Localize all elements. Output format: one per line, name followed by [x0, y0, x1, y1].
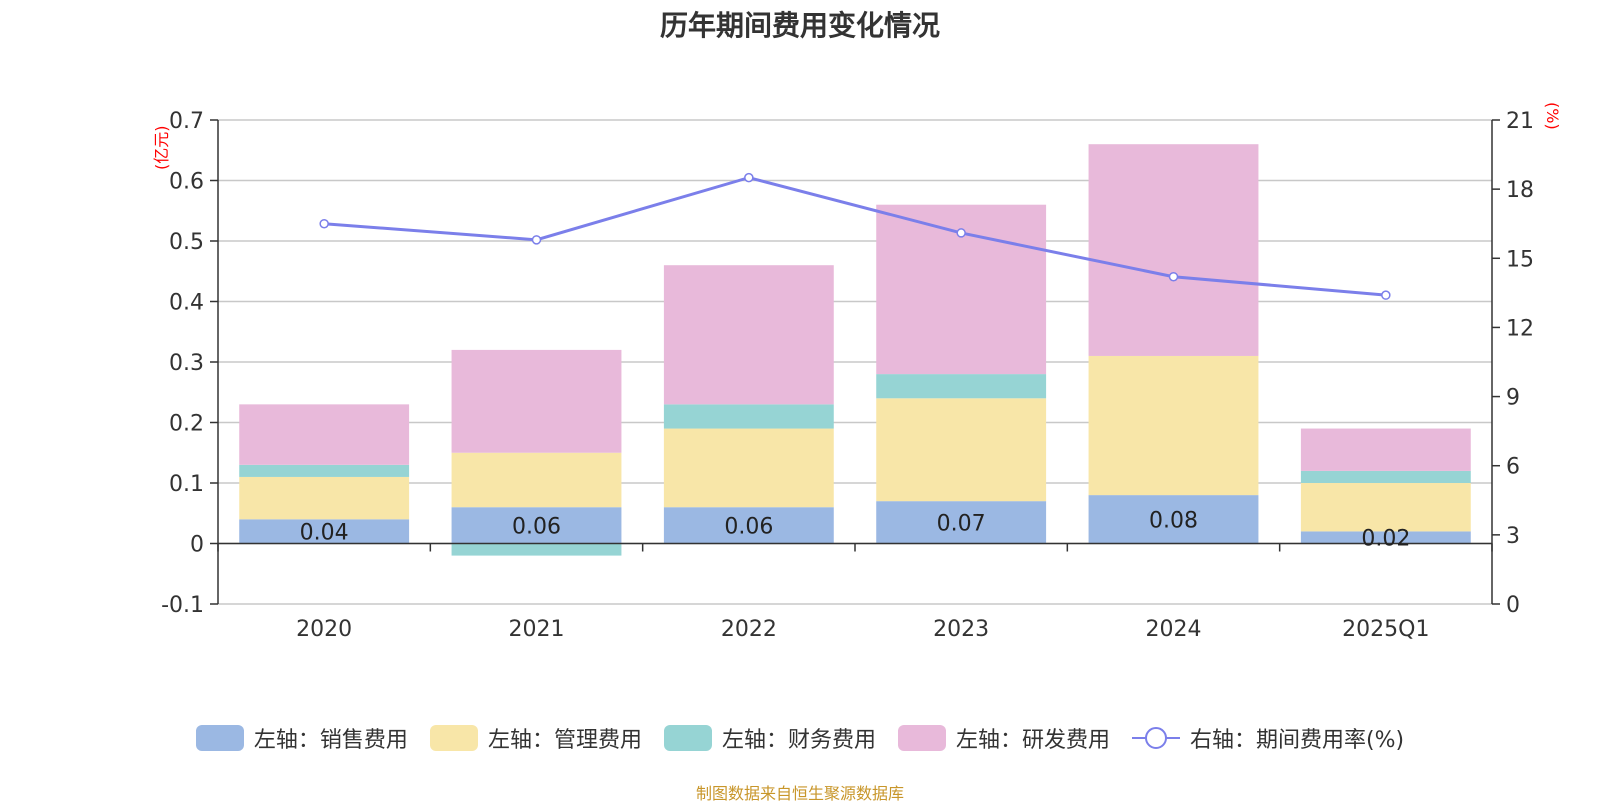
bar-data-label: 0.06: [724, 514, 773, 539]
legend-swatch-rnd: [897, 725, 946, 751]
category-label: 2025Q1: [1342, 617, 1429, 642]
bars-layer: [239, 144, 1471, 556]
bar-segment: [1088, 355, 1259, 496]
legend-label-rate: 右轴：期间费用率(%): [1189, 728, 1405, 753]
bar-segment: [451, 452, 622, 508]
rate-point: [744, 172, 754, 183]
right-tick-label: 12: [1506, 316, 1534, 341]
legend-item-rnd[interactable]: 左轴：研发费用: [897, 722, 1110, 754]
bar-segment: [451, 543, 622, 556]
bar-data-label: 0.08: [1149, 508, 1198, 533]
bar-data-label: 0.07: [937, 511, 986, 536]
category-label: 2021: [509, 617, 565, 642]
right-tick-label: 18: [1506, 178, 1534, 203]
legend-item-finance[interactable]: 左轴：财务费用: [663, 722, 876, 754]
rate-point: [1381, 290, 1391, 300]
bar-data-label: 0.02: [1361, 526, 1410, 551]
legend-label-admin: 左轴：管理费用: [487, 728, 642, 753]
legend: 左轴：销售费用 左轴：管理费用 左轴：财务费用 左轴：研发费用 右轴：期间费用率…: [0, 722, 1600, 754]
chart-title: 历年期间费用变化情况: [659, 9, 940, 42]
bar-segment: [1300, 483, 1471, 532]
left-tick-label: 0.1: [169, 472, 204, 497]
bar-segment: [876, 374, 1047, 399]
bar-segment: [239, 519, 410, 544]
legend-item-sales[interactable]: 左轴：销售费用: [195, 722, 408, 754]
left-tick-label: 0.7: [169, 109, 204, 134]
category-label: 2022: [721, 617, 777, 642]
legend-label-finance: 左轴：财务费用: [721, 728, 876, 753]
bar-segment: [1088, 495, 1259, 544]
left-tick-label: 0.5: [169, 230, 204, 255]
left-tick-label: 0.6: [169, 170, 204, 195]
chart-canvas: -0.1 0 0.1 0.2 0.3 0.4 0.5 0.6 0.7 0 3 6 9 12 15 18 21 20…: [161, 109, 1534, 642]
rate-point: [531, 235, 542, 245]
bar-data-label: 0.06: [512, 514, 561, 539]
rate-line: [324, 176, 1386, 297]
legend-item-rate[interactable]: 右轴：期间费用率(%): [1131, 722, 1405, 754]
bar-segment: [239, 464, 410, 477]
category-label: 2024: [1146, 617, 1202, 642]
rate-point: [319, 218, 329, 229]
right-tick-label: 15: [1506, 247, 1534, 272]
rate-line-layer: [319, 172, 1391, 300]
bar-segment: [663, 404, 834, 429]
right-tick-label: 3: [1506, 524, 1520, 549]
legend-label-rnd: 左轴：研发费用: [955, 728, 1110, 753]
bar-segment: [1300, 531, 1471, 544]
bar-segment: [876, 398, 1047, 502]
rate-point: [1168, 271, 1179, 282]
bar-segment: [239, 404, 410, 465]
bar-segment: [1088, 144, 1259, 356]
legend-swatch-admin: [429, 725, 478, 751]
data-labels-layer: 0.04 0.06 0.06 0.07 0.08 0.02: [300, 508, 1411, 551]
left-tick-label: 0.4: [169, 291, 204, 316]
category-label: 2020: [296, 617, 352, 642]
left-tick-label: 0.2: [169, 412, 204, 437]
axes-layer: -0.1 0 0.1 0.2 0.3 0.4 0.5 0.6 0.7 0 3 6 9 12 15 18 21 20…: [161, 109, 1534, 642]
data-source-note: 制图数据来自恒生聚源数据库: [695, 784, 904, 803]
bar-segment: [451, 349, 622, 453]
bar-segment: [663, 507, 834, 544]
bar-segment: [239, 476, 410, 520]
left-tick-label: 0.3: [169, 351, 204, 376]
right-tick-label: 6: [1506, 455, 1520, 480]
legend-swatch-finance: [663, 725, 712, 751]
legend-swatch-sales: [195, 725, 244, 751]
legend-label-sales: 左轴：销售费用: [253, 728, 408, 753]
bar-segment: [876, 501, 1047, 544]
bar-segment: [663, 428, 834, 508]
bar-segment: [451, 507, 622, 544]
legend-item-admin[interactable]: 左轴：管理费用: [429, 722, 642, 754]
right-tick-label: 9: [1506, 386, 1520, 411]
category-label: 2023: [933, 617, 989, 642]
legend-line-marker-icon: [1131, 727, 1180, 749]
right-tick-label: 0: [1506, 593, 1520, 618]
bar-data-label: 0.04: [300, 520, 349, 545]
left-tick-label: -0.1: [161, 593, 204, 618]
right-tick-label: 21: [1506, 109, 1534, 134]
rate-point: [956, 228, 966, 238]
bar-segment: [1300, 428, 1471, 471]
left-tick-label: 0: [190, 533, 204, 558]
bar-segment: [663, 265, 834, 405]
bar-segment: [1300, 470, 1471, 483]
